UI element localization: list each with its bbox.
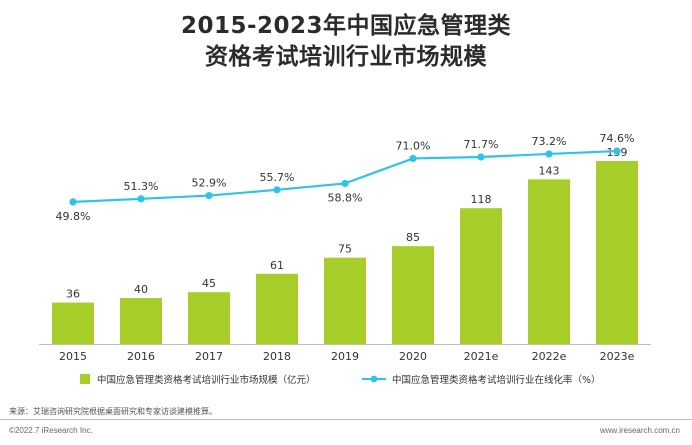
bar-value-label: 118: [471, 193, 492, 206]
line-value-label: 49.8%: [56, 210, 91, 223]
x-tick-label: 2022e: [532, 350, 567, 363]
bar-value-label: 40: [134, 283, 148, 296]
x-tick-label: 2016: [127, 350, 155, 363]
line-point: [477, 153, 485, 161]
line-value-label: 71.7%: [464, 138, 499, 151]
bar-value-label: 75: [338, 243, 352, 256]
line-point: [205, 191, 213, 200]
line-point: [341, 179, 349, 188]
bar: [324, 257, 366, 344]
line-point: [409, 154, 417, 163]
x-tick-label: 2018: [263, 350, 291, 363]
bar: [120, 297, 162, 344]
chart-title-line-2: 资格考试培训行业市场规模: [205, 44, 487, 70]
bar: [596, 161, 638, 344]
legend-bar-label: 中国应急管理类资格考试培训行业市场规模（亿元）: [97, 374, 316, 386]
bar: [256, 273, 298, 344]
legend-line-marker: [370, 375, 378, 383]
market-size-chart: 36 2015 40 2016 45 2017 61 2018 75 2019 85 2020 118 2…: [39, 132, 651, 386]
x-tick-label: 2020: [399, 350, 427, 363]
x-tick-label: 2017: [195, 350, 223, 363]
legend-line-label: 中国应急管理类资格考试培训行业在线化率（%）: [392, 374, 601, 386]
x-tick-label: 2021e: [464, 350, 499, 363]
line-point: [273, 186, 281, 194]
bar: [52, 302, 94, 344]
line-value-label: 51.3%: [124, 180, 159, 193]
x-tick-label: 2023e: [600, 350, 635, 363]
source-note: 来源：艾瑞咨询研究院根据桌面研究和专家访谈建模推算。: [9, 407, 217, 416]
bar: [528, 179, 570, 344]
line-point: [69, 198, 77, 206]
bar-value-label: 85: [406, 231, 420, 244]
copyright-text: ©2022.7 iResearch Inc.: [9, 426, 93, 435]
legend-bar-swatch: [80, 374, 90, 384]
x-tick-label: 2015: [59, 350, 87, 363]
bar-value-label: 61: [270, 259, 284, 272]
bar-value-label: 143: [539, 164, 560, 177]
line-value-label: 55.7%: [260, 171, 295, 184]
line-point: [545, 150, 553, 158]
bar: [460, 208, 502, 344]
line-value-label: 71.0%: [396, 139, 431, 152]
website-url: www.iresearch.com.cn: [599, 426, 680, 435]
line-value-label: 58.8%: [328, 191, 363, 204]
line-point: [613, 147, 621, 155]
line-value-label: 52.9%: [192, 177, 227, 190]
x-tick-label: 2019: [331, 350, 359, 363]
bar-value-label: 36: [66, 288, 80, 301]
chart-title-line-1: 2015-2023年中国应急管理类: [180, 13, 512, 39]
line-value-label: 74.6%: [600, 132, 635, 145]
footer-divider: [0, 419, 692, 420]
line-point: [137, 195, 145, 203]
bar: [392, 246, 434, 344]
bar-value-label: 45: [202, 277, 216, 290]
line-value-label: 73.2%: [532, 135, 567, 148]
bar: [188, 292, 230, 344]
